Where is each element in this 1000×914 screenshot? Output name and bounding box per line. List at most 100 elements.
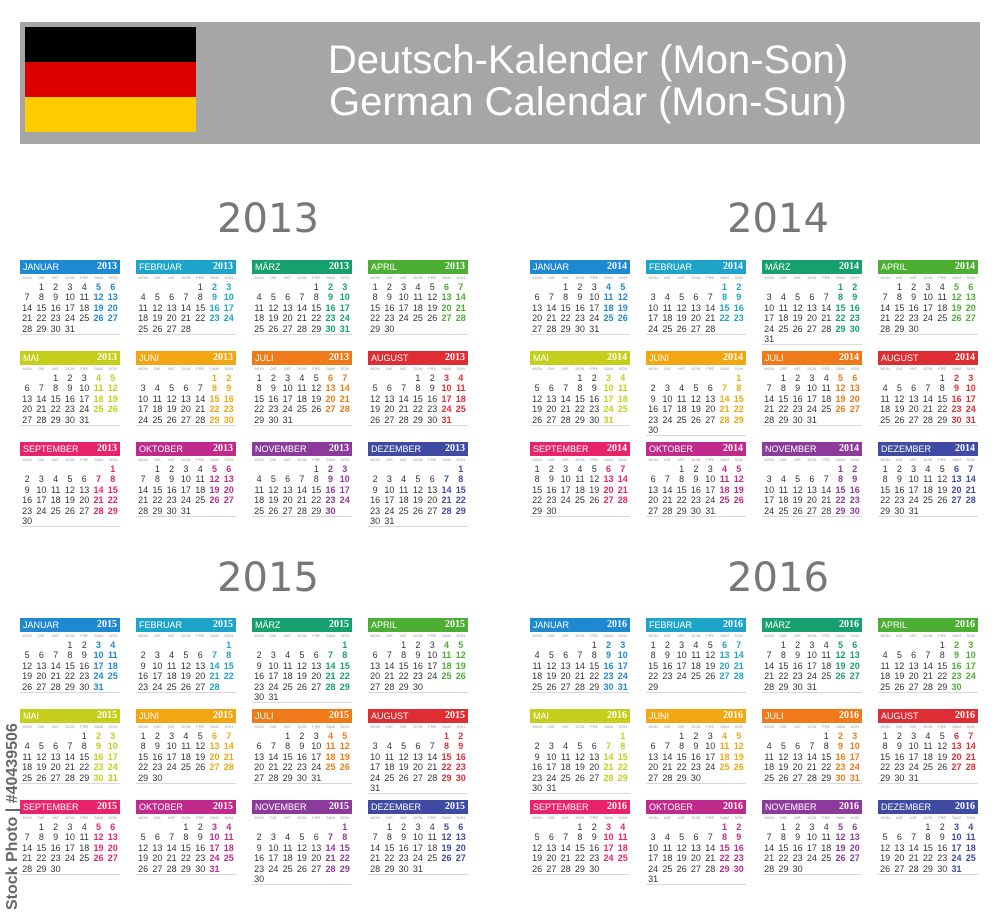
weekday-label: DON xyxy=(413,275,423,280)
day-cell: 3 xyxy=(679,640,685,650)
day-cell: 7 xyxy=(95,474,101,485)
weekday-label: DON xyxy=(691,457,701,462)
empty-cell xyxy=(411,731,425,741)
day-cell: 21 xyxy=(166,853,177,864)
day-cell: 17 xyxy=(648,313,659,324)
day-cell: 19 xyxy=(676,853,687,864)
day-cell: 26 xyxy=(107,404,118,415)
day-cell: 29 xyxy=(821,772,832,783)
day-cell: 6 xyxy=(852,373,858,383)
weekday-label: SON xyxy=(340,275,350,280)
weekday-row: MON DIE MIT DON FRE SAM SON xyxy=(530,457,630,463)
day-cell: 29 xyxy=(282,772,293,783)
day-cell: 2 xyxy=(911,282,917,292)
day-cell: 1 xyxy=(401,640,407,650)
empty-cell xyxy=(717,373,731,383)
weekday-label: SON xyxy=(224,366,234,371)
day-cell: 27 xyxy=(589,772,600,783)
day-cell: 9 xyxy=(953,383,959,394)
day-grid: 1 2 3 4 5 6 7 8 9 10 11 12 13 14 15 16 17 18 19 20 21 22 23 24 2… xyxy=(878,464,978,517)
day-cell: 22 xyxy=(254,404,265,415)
day-cell: 1 xyxy=(837,282,843,292)
weekday-label: FRE xyxy=(80,815,89,820)
weekday-label: MON xyxy=(254,275,264,280)
day-cell: 17 xyxy=(107,751,118,762)
day-cell: 29 xyxy=(36,863,47,874)
day-cell: 31 xyxy=(79,414,90,425)
day-cell: 11 xyxy=(821,383,831,394)
day-cell: 10 xyxy=(806,650,817,661)
month-2013-10: OKTOBER 2013 MON DIE MIT DON FRE SAM SON 1 2 3 4 5 6 7 8… xyxy=(136,442,236,517)
day-cell: 12 xyxy=(311,383,322,394)
day-grid: 1 2 3 4 5 6 7 8 9 10 11 12 13 14 15 16 17 18 19 20 21 22 23 24 2… xyxy=(368,640,468,693)
empty-cell xyxy=(266,640,280,650)
day-cell: 18 xyxy=(690,660,701,671)
weekday-label: DIE xyxy=(386,366,393,371)
month-2013-11: NOVEMBER 2013 MON DIE MIT DON FRE SAM SON 1 2 3 4 5 6 7… xyxy=(252,442,352,517)
empty-cell xyxy=(660,731,674,741)
day-cell: 17 xyxy=(268,853,279,864)
weekday-label: DIE xyxy=(664,366,671,371)
month-year: 2013 xyxy=(97,352,117,363)
empty-cell xyxy=(91,464,105,474)
day-cell: 30 xyxy=(546,505,557,516)
weekday-row: MON DIE MIT DON FRE SAM SON xyxy=(20,724,120,730)
day-cell: 4 xyxy=(620,373,626,383)
day-cell: 13 xyxy=(560,660,571,671)
weekday-label: DIE xyxy=(896,457,903,462)
day-cell: 1 xyxy=(386,822,392,832)
month-name: SEPTEMBER xyxy=(533,444,589,454)
day-cell: 18 xyxy=(617,842,628,853)
day-cell: 19 xyxy=(835,842,846,853)
weekday-label: SON xyxy=(224,457,234,462)
day-grid: 1 2 3 4 5 6 7 8 9 10 11 12 13 14 15 16 17 18 19 20 21 22 23 24 2… xyxy=(20,731,120,784)
weekday-label: DON xyxy=(691,724,701,729)
day-cell: 24 xyxy=(965,404,976,415)
day-cell: 1 xyxy=(679,731,685,741)
weekday-label: MON xyxy=(370,815,380,820)
empty-cell xyxy=(425,731,439,741)
day-cell: 1 xyxy=(313,464,319,474)
day-cell: 31 xyxy=(412,863,423,874)
day-cell: 25 xyxy=(180,762,191,773)
day-cell: 5 xyxy=(299,650,305,661)
day-cell: 13 xyxy=(849,650,860,661)
day-cell: 6 xyxy=(693,832,699,843)
day-cell: 1 xyxy=(256,373,262,383)
month-header: DEZEMBER 2015 xyxy=(368,800,468,814)
day-cell: 12 xyxy=(93,832,104,843)
weekday-label: SON xyxy=(456,815,466,820)
day-cell: 27 xyxy=(36,681,47,692)
day-cell: 14 xyxy=(339,383,350,394)
month-header: JULI 2015 xyxy=(252,709,352,723)
empty-cell xyxy=(439,464,453,474)
day-cell: 7 xyxy=(577,650,583,661)
day-cell: 5 xyxy=(211,464,217,474)
month-name: JUNI xyxy=(139,353,159,363)
day-cell: 3 xyxy=(809,373,815,383)
weekday-label: MON xyxy=(764,633,774,638)
month-year: 2016 xyxy=(839,801,859,812)
day-cell: 24 xyxy=(268,681,279,692)
month-2013-8: AUGUST 2013 MON DIE MIT DON FRE SAM SON 1 2 3 4 5 6 7 8 9… xyxy=(368,351,468,426)
day-cell: 28 xyxy=(880,323,891,334)
day-cell: 3 xyxy=(342,464,348,474)
day-cell: 13 xyxy=(690,302,701,313)
day-cell: 3 xyxy=(563,464,569,474)
day-cell: 2 xyxy=(415,640,421,650)
day-cell: 31 xyxy=(617,681,628,692)
day-cell: 16 xyxy=(894,484,905,495)
weekday-label: MIT xyxy=(284,724,292,729)
weekday-label: MIT xyxy=(678,457,686,462)
day-cell: 13 xyxy=(427,484,438,495)
day-cell: 5 xyxy=(837,640,843,650)
day-cell: 21 xyxy=(965,484,976,495)
month-header: NOVEMBER 2016 xyxy=(762,800,862,814)
day-cell: 4 xyxy=(780,292,786,303)
weekday-label: MIT xyxy=(910,457,918,462)
day-cell: 25 xyxy=(574,495,585,506)
day-cell: 5 xyxy=(270,292,276,303)
empty-cell xyxy=(20,282,34,292)
day-cell: 21 xyxy=(965,751,976,762)
day-cell: 6 xyxy=(721,640,727,650)
